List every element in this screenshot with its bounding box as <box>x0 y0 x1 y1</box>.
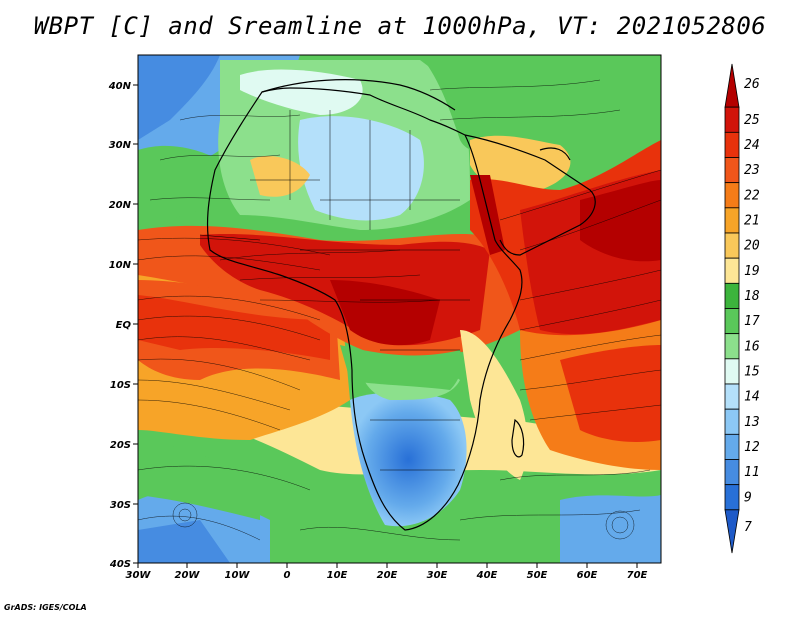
colorbar-label: 20 <box>744 239 760 254</box>
colorbar-swatch <box>724 383 740 410</box>
lon-label: 30E <box>427 570 448 581</box>
colorbar-label: 21 <box>744 213 760 228</box>
lon-label: 10E <box>327 570 348 581</box>
lon-label: 50E <box>527 570 548 581</box>
colorbar-swatch <box>724 182 740 209</box>
lon-label: 70E <box>627 570 648 581</box>
lat-label: 10N <box>109 260 132 271</box>
colorbar-swatch <box>724 63 740 108</box>
colorbar: 26 25 24 23 22 21 20 19 18 17 16 15 14 13 12 11 9 7 <box>724 63 760 554</box>
map-frame <box>137 54 662 564</box>
colorbar-label: 26 <box>744 77 760 92</box>
colorbar-label: 14 <box>744 390 760 405</box>
lon-label: 10W <box>225 570 251 581</box>
colorbar-swatch <box>724 207 740 234</box>
lon-label: 0 <box>284 570 291 581</box>
longitude-labels: 30W 20W 10W 0 10E 20E 30E 40E 50E 60E 70… <box>126 570 648 581</box>
colorbar-swatch <box>724 308 740 335</box>
colorbar-swatch <box>724 333 740 360</box>
lat-label: 30S <box>110 500 131 511</box>
streamlines <box>138 79 661 541</box>
lat-label: 20S <box>110 440 131 451</box>
lon-label: 20E <box>377 570 398 581</box>
colorbar-label: 18 <box>744 289 760 304</box>
colorbar-swatch <box>724 157 740 184</box>
colorbar-label: 11 <box>744 465 760 480</box>
map-title: WBPT [C] and Sreamline at 1000hPa, VT: 2… <box>33 12 767 40</box>
wbpt-field <box>138 55 661 563</box>
lon-label: 40E <box>476 570 498 581</box>
lat-label: 40S <box>109 559 131 570</box>
grads-credit: GrADS: IGES/COLA <box>4 603 87 612</box>
colorbar-swatch <box>724 358 740 385</box>
colorbar-swatch <box>724 509 740 554</box>
country-borders <box>199 110 470 471</box>
lon-label: 20W <box>175 570 201 581</box>
lat-label: 40N <box>108 81 132 92</box>
colorbar-label: 25 <box>744 113 760 128</box>
colorbar-swatch <box>724 257 740 284</box>
colorbar-label: 7 <box>744 520 752 535</box>
lat-label: EQ <box>116 320 132 331</box>
colorbar-swatch <box>724 282 740 309</box>
colorbar-label: 22 <box>744 188 760 203</box>
coastlines <box>206 79 596 531</box>
colorbar-label: 12 <box>744 440 760 455</box>
colorbar-swatch <box>724 484 740 511</box>
latitude-labels: 40N 30N 20N 10N EQ 10S 20S 30S 40S <box>108 81 132 570</box>
colorbar-swatch <box>724 408 740 435</box>
colorbar-label: 19 <box>744 264 760 279</box>
colorbar-label: 17 <box>744 314 760 329</box>
lat-label: 20N <box>109 200 132 211</box>
colorbar-label: 24 <box>744 138 760 153</box>
lat-label: 30N <box>109 140 132 151</box>
colorbar-label: 23 <box>744 163 760 178</box>
colorbar-swatch <box>724 131 740 158</box>
colorbar-label: 13 <box>744 415 760 430</box>
colorbar-swatch <box>724 459 740 486</box>
colorbar-swatch <box>724 232 740 259</box>
lat-label: 10S <box>110 380 131 391</box>
colorbar-label: 16 <box>744 339 760 354</box>
colorbar-label: 9 <box>744 490 752 505</box>
colorbar-swatch <box>724 106 740 133</box>
lon-label: 60E <box>577 570 598 581</box>
colorbar-label: 15 <box>744 364 760 379</box>
lon-label: 30W <box>126 570 152 581</box>
axis-ticks <box>133 84 638 568</box>
colorbar-swatch <box>724 433 740 460</box>
